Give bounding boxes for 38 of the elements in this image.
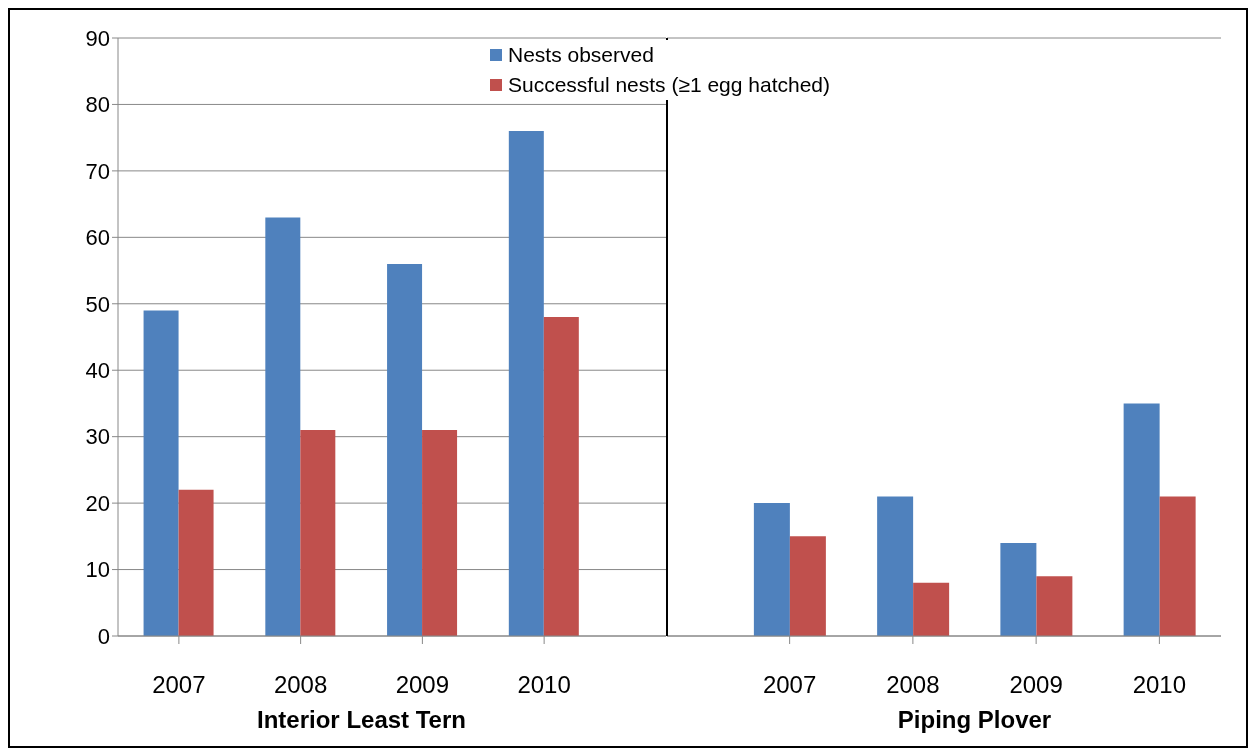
bar bbox=[143, 310, 179, 636]
y-tick-label: 40 bbox=[85, 358, 110, 384]
bar bbox=[1036, 576, 1073, 636]
bar bbox=[753, 503, 790, 636]
x-tick-label: 2009 bbox=[395, 671, 450, 699]
y-tick-label: 90 bbox=[85, 25, 110, 51]
x-tick-label: 2010 bbox=[1132, 671, 1187, 699]
bar bbox=[178, 489, 214, 636]
x-tick-label: 2008 bbox=[273, 671, 328, 699]
y-tick-label: 20 bbox=[85, 490, 110, 516]
y-tick-label: 80 bbox=[85, 92, 110, 118]
x-tick-label: 2010 bbox=[517, 671, 571, 699]
y-tick-label: 60 bbox=[85, 225, 110, 251]
x-tick-label: 2009 bbox=[1009, 671, 1063, 699]
bar bbox=[508, 131, 544, 636]
legend-label: Nests observed bbox=[508, 42, 654, 68]
bar bbox=[300, 430, 336, 636]
x-axis-title: Piping Plover bbox=[896, 706, 1053, 734]
legend-label: Successful nests (≥1 egg hatched) bbox=[508, 72, 831, 98]
bar bbox=[387, 263, 423, 636]
x-tick-label: 2007 bbox=[152, 671, 206, 699]
bar bbox=[877, 496, 914, 636]
x-axis-title: Interior Least Tern bbox=[256, 706, 467, 734]
y-tick-label: 70 bbox=[85, 158, 110, 184]
bar bbox=[1123, 403, 1160, 636]
x-tick-label: 2007 bbox=[762, 671, 817, 699]
bar bbox=[1000, 542, 1037, 636]
bar bbox=[789, 536, 826, 636]
bar bbox=[913, 582, 950, 636]
y-tick-label: 0 bbox=[97, 623, 110, 649]
y-tick-label: 30 bbox=[85, 424, 110, 450]
bar bbox=[1159, 496, 1196, 636]
y-tick-label: 10 bbox=[85, 557, 110, 583]
bar bbox=[265, 217, 301, 636]
y-tick-label: 50 bbox=[85, 291, 110, 317]
bar bbox=[422, 430, 458, 636]
x-tick-label: 2008 bbox=[886, 671, 940, 699]
bar bbox=[543, 317, 579, 636]
